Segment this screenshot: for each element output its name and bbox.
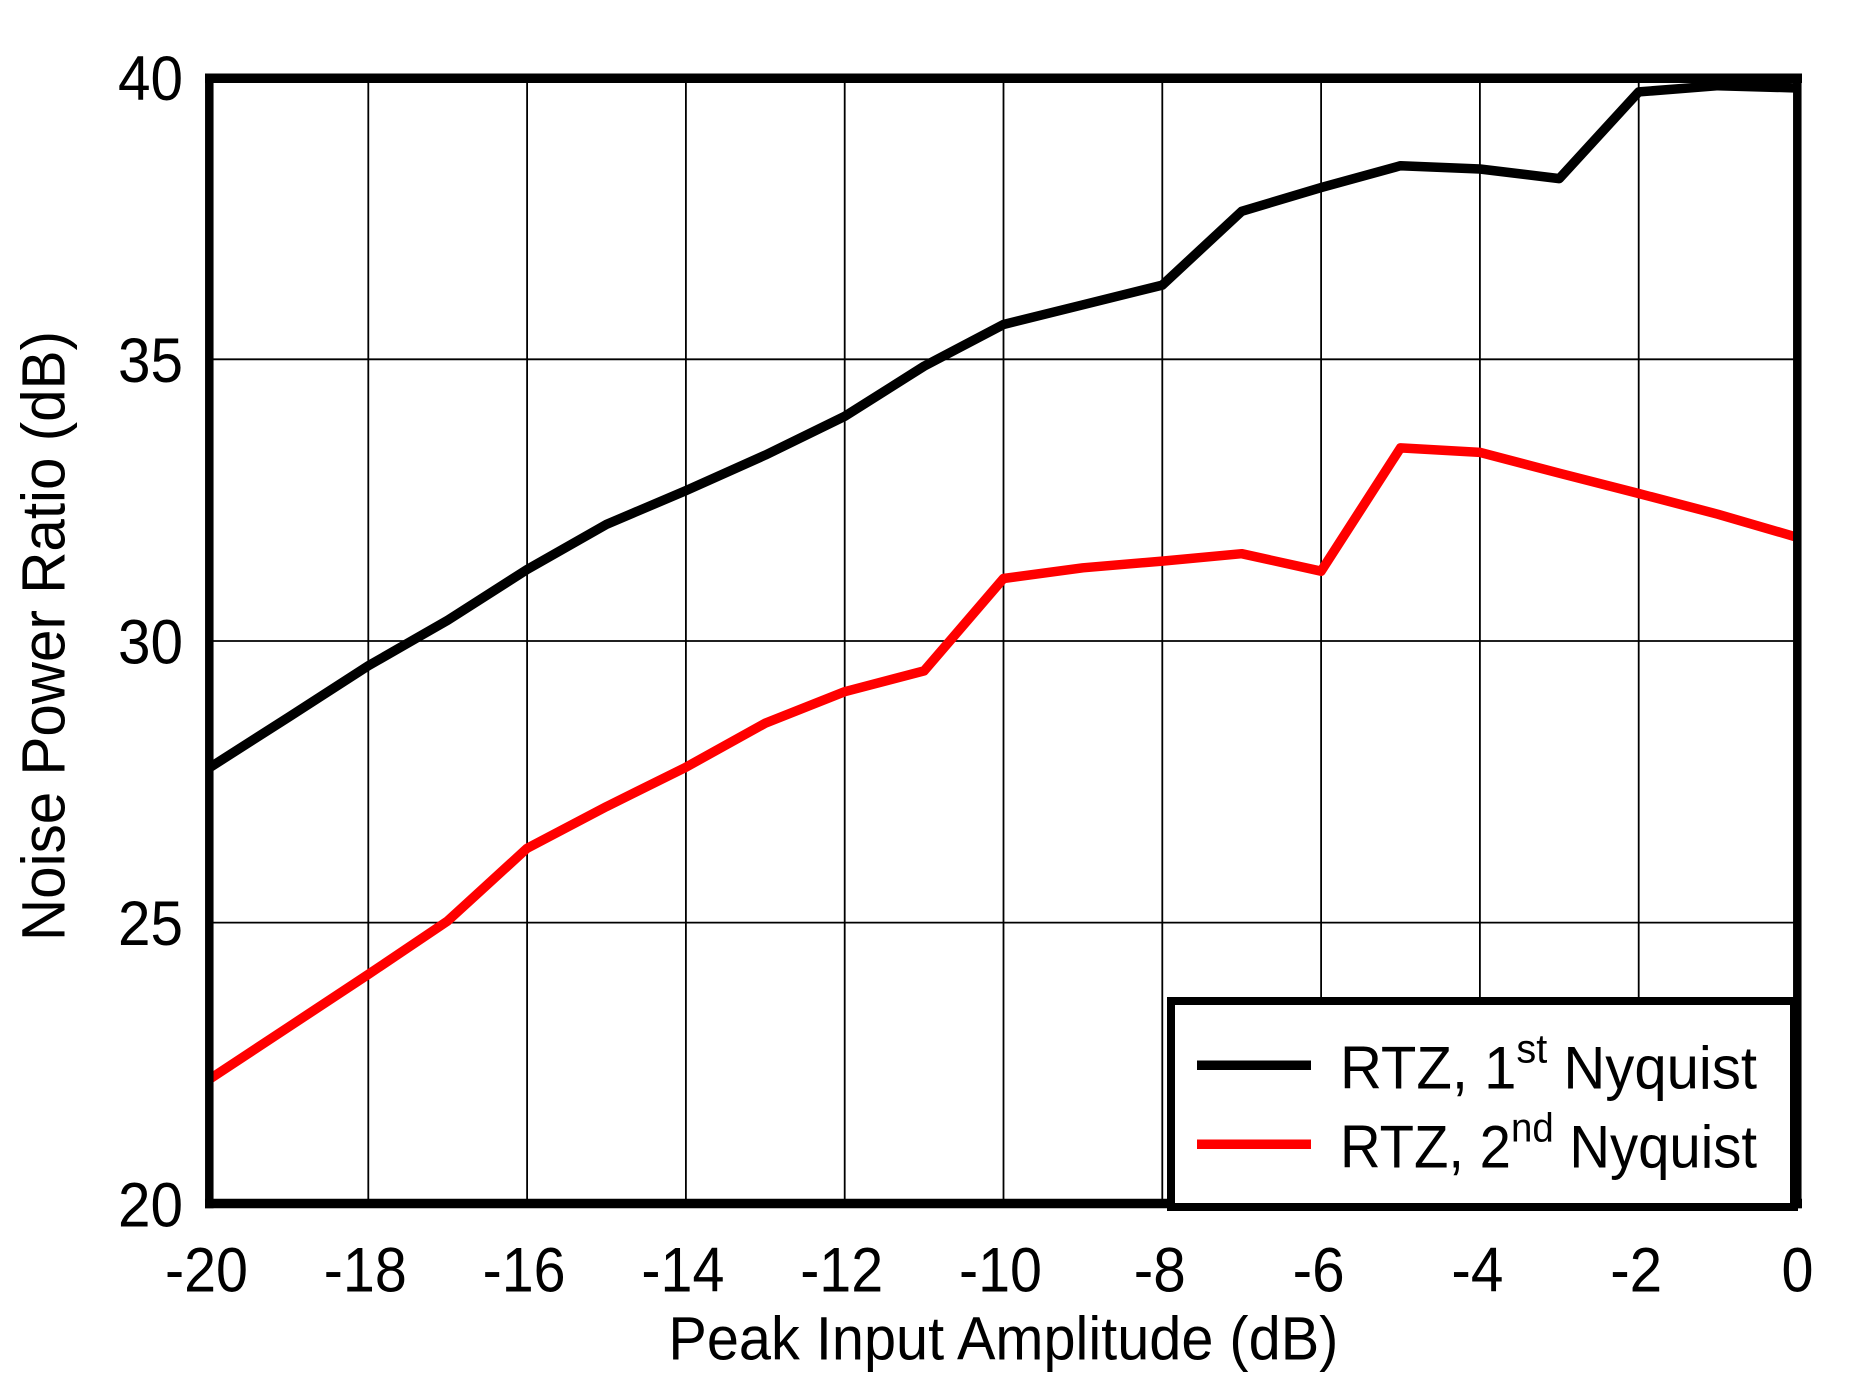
svg-text:Peak Input Amplitude (dB): Peak Input Amplitude (dB) <box>668 1305 1338 1373</box>
svg-text:0: 0 <box>1782 1236 1814 1306</box>
svg-text:25: 25 <box>118 889 183 959</box>
svg-text:-2: -2 <box>1610 1236 1662 1306</box>
svg-text:-6: -6 <box>1293 1236 1345 1306</box>
svg-text:35: 35 <box>118 326 183 396</box>
svg-text:-20: -20 <box>165 1236 248 1306</box>
svg-text:-8: -8 <box>1134 1236 1186 1306</box>
svg-text:-16: -16 <box>483 1236 566 1306</box>
svg-text:20: 20 <box>118 1171 183 1241</box>
svg-text:-10: -10 <box>959 1236 1042 1306</box>
svg-text:-18: -18 <box>324 1236 407 1306</box>
svg-text:Noise Power Ratio (dB): Noise Power Ratio (dB) <box>10 331 78 941</box>
svg-text:-12: -12 <box>800 1236 883 1306</box>
svg-text:RTZ, 1st Nyquist: RTZ, 1st Nyquist <box>1340 1026 1757 1102</box>
svg-text:-4: -4 <box>1451 1236 1503 1306</box>
svg-text:30: 30 <box>118 608 183 678</box>
svg-text:40: 40 <box>118 44 183 114</box>
svg-text:-14: -14 <box>641 1236 724 1306</box>
